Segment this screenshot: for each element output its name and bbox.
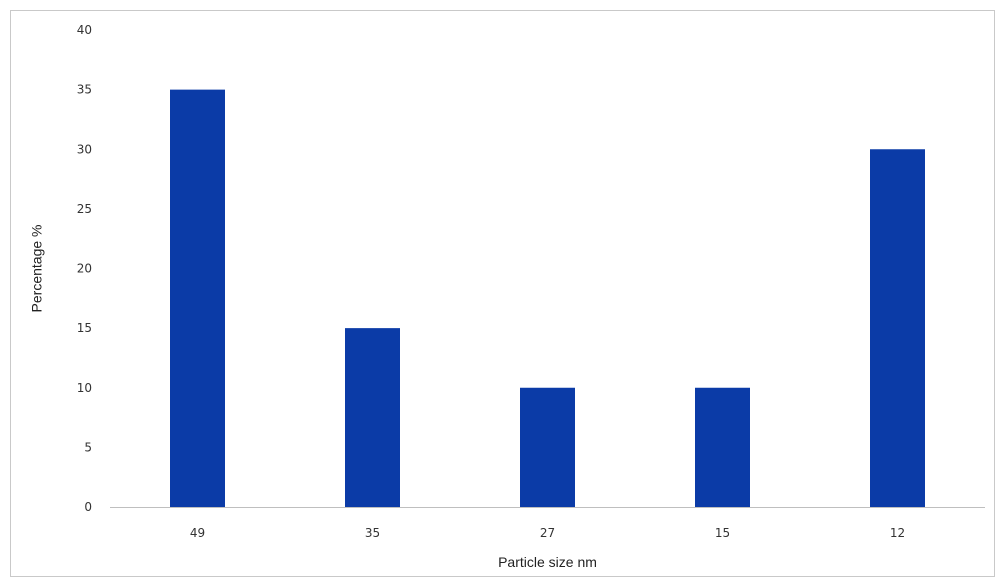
bar-15 — [695, 387, 750, 507]
x-tick-label: 35 — [365, 526, 380, 540]
bar-49 — [170, 89, 225, 507]
x-tick-label: 27 — [540, 526, 555, 540]
y-tick-label: 30 — [77, 142, 92, 156]
bar-35 — [345, 328, 400, 507]
x-tick-label: 49 — [190, 526, 205, 540]
x-tick-labels: 49 35 27 15 12 — [190, 526, 905, 540]
y-tick-label: 40 — [77, 23, 92, 37]
y-tick-labels: 0 5 10 15 20 25 30 35 40 — [77, 23, 92, 514]
bars-group — [170, 89, 925, 507]
y-tick-label: 20 — [77, 262, 92, 276]
y-tick-label: 25 — [77, 202, 92, 216]
y-tick-label: 15 — [77, 321, 92, 335]
bar-12 — [870, 149, 925, 507]
x-tick-label: 12 — [890, 526, 905, 540]
x-axis-title: Particle size nm — [498, 554, 597, 570]
y-tick-label: 5 — [84, 440, 92, 454]
y-tick-label: 35 — [77, 83, 92, 97]
y-tick-label: 0 — [84, 500, 92, 514]
y-tick-label: 10 — [77, 381, 92, 395]
x-tick-label: 15 — [715, 526, 730, 540]
bar-27 — [520, 387, 575, 507]
y-axis-title: Percentage % — [29, 225, 45, 313]
